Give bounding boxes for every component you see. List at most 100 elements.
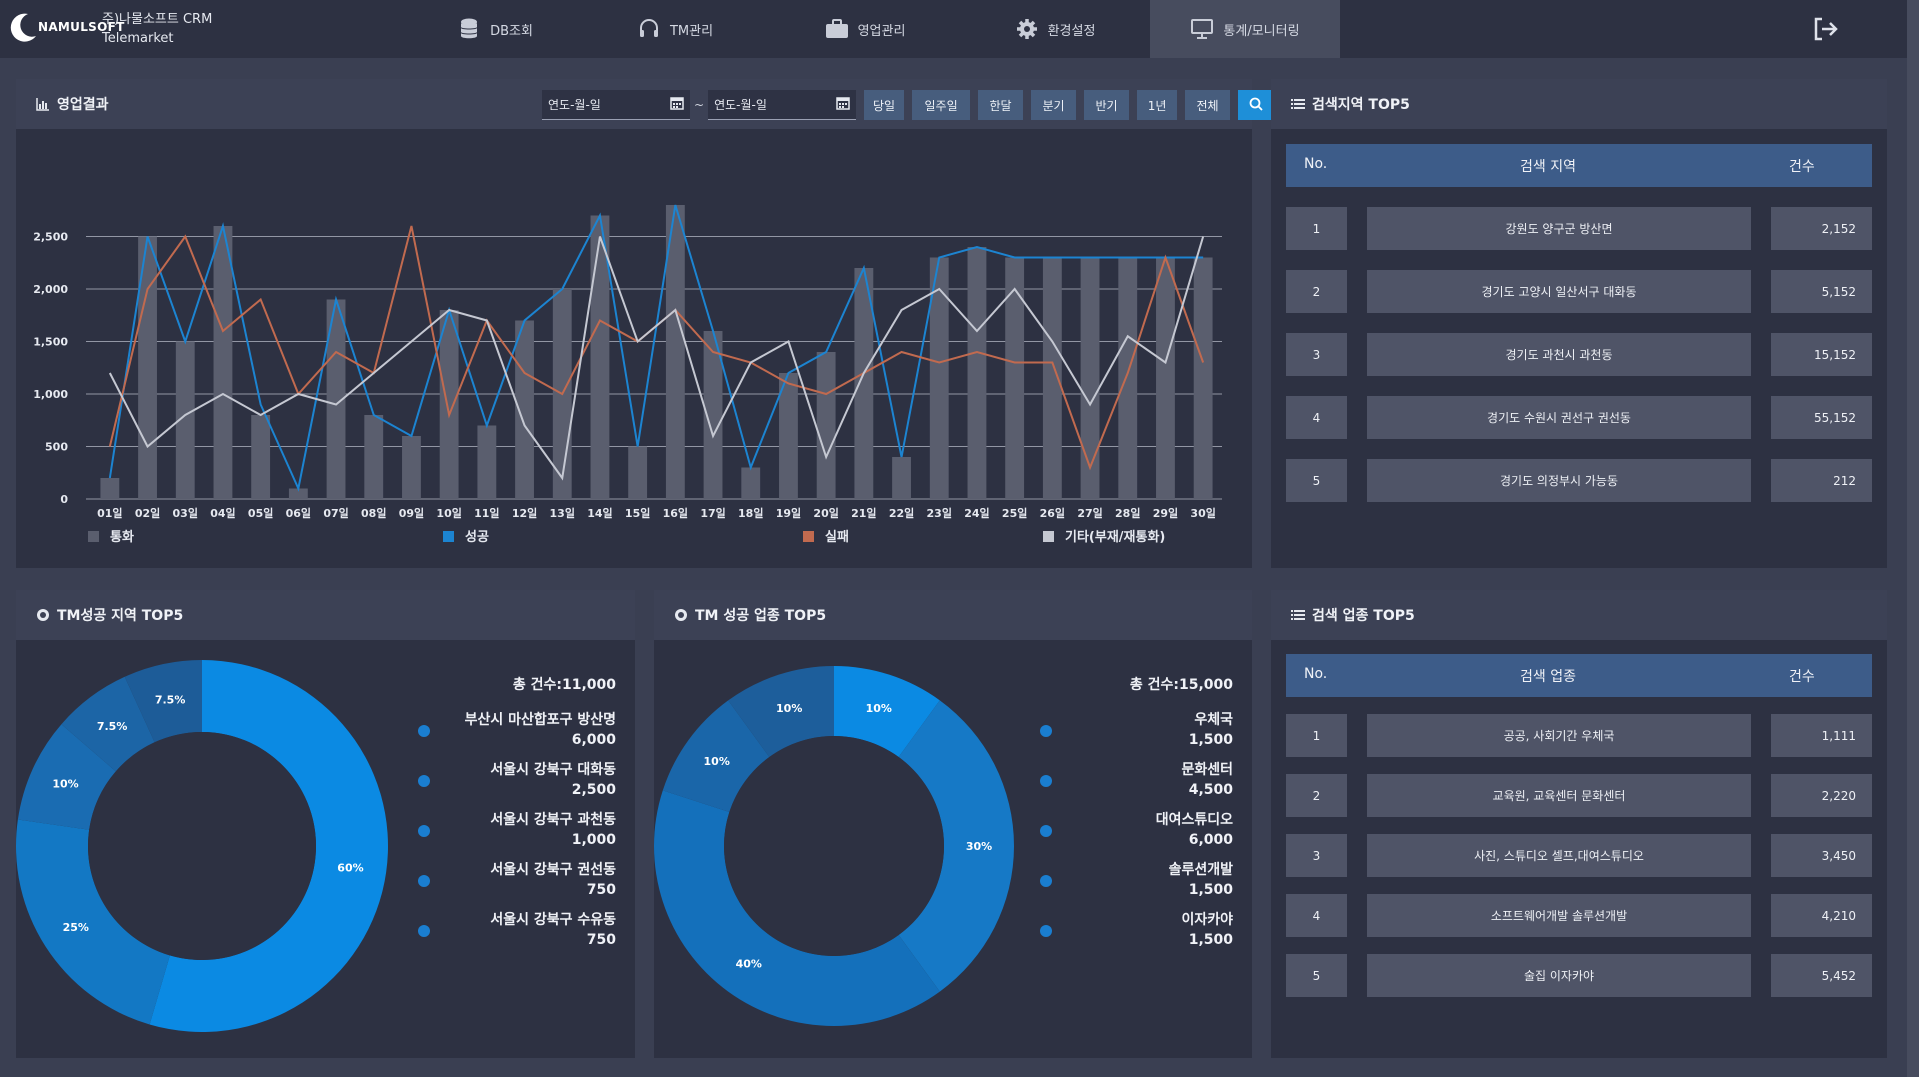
slice-label: 10%	[704, 755, 730, 768]
x-tick-label: 04일	[210, 506, 235, 520]
x-tick-label: 10일	[436, 506, 461, 520]
period-month-button[interactable]: 한달	[978, 90, 1024, 120]
bar-mark	[628, 446, 648, 499]
bar-mark	[590, 215, 610, 499]
x-tick-label: 03일	[173, 506, 198, 520]
date-to-field[interactable]: 연도-월-일	[708, 90, 857, 120]
donut-slice	[654, 790, 940, 1026]
period-half-button[interactable]: 반기	[1084, 90, 1130, 120]
main-nav: DB조회 TM관리 영업관리 환경설정 통계/모니터링	[410, 0, 1340, 58]
legend-item: 부산시 마산합포구 방산명 6,000	[465, 710, 616, 750]
bar-chart-icon	[36, 97, 50, 111]
company-logo[interactable]: NAMULSOFT	[6, 10, 125, 44]
bar-mark	[1005, 257, 1025, 499]
row-name[interactable]: 공공, 사회기간 우체국	[1367, 714, 1751, 757]
y-tick-label: 1,500	[33, 336, 68, 349]
legend-dot	[1040, 825, 1052, 837]
tm-success-industry-panel: TM 성공 업종 TOP5 10% 30% 40% 10% 10% 총 건수:15,00…	[654, 590, 1252, 1058]
row-number: 1	[1286, 207, 1347, 250]
col-industry: 검색 업종	[1520, 669, 1576, 685]
row-count: 1,111	[1771, 714, 1872, 757]
logout-icon[interactable]	[1811, 14, 1841, 44]
legend-value: 1,500	[1188, 882, 1233, 898]
donut-slice	[898, 700, 1014, 992]
col-count: 건수	[1789, 159, 1815, 175]
period-today-button[interactable]: 당일	[864, 90, 905, 120]
date-from-field[interactable]: 연도-월-일	[542, 90, 690, 120]
legend-name: 부산시 마산합포구 방산명	[464, 712, 616, 728]
nav-item-db[interactable]: DB조회	[410, 0, 580, 58]
row-count: 15,152	[1771, 333, 1872, 376]
x-tick-label: 19일	[776, 506, 801, 520]
x-tick-label: 18일	[738, 506, 763, 520]
y-tick-label: 2,500	[33, 231, 68, 244]
slice-label: 40%	[736, 957, 762, 970]
region-table-header: No. 검색 지역 건수	[1286, 144, 1872, 187]
row-number: 1	[1286, 714, 1347, 757]
legend-item: 대여스튜디오 6,000	[1156, 810, 1233, 850]
x-tick-label: 02일	[135, 506, 160, 520]
bar-mark	[251, 415, 271, 499]
donut-hole	[724, 736, 944, 956]
date-from-placeholder: 연도-월-일	[548, 98, 601, 112]
calendar-icon[interactable]	[836, 96, 850, 113]
legend-name: 서울시 강북구 과천동	[490, 812, 616, 828]
bar-mark	[477, 425, 497, 499]
donut-slice	[149, 660, 388, 1032]
x-tick-label: 17일	[700, 506, 725, 520]
legend-name: 이자카야	[1181, 912, 1233, 928]
legend-name: 솔루션개발	[1168, 862, 1233, 878]
row-name[interactable]: 경기도 수원시 권선구 권선동	[1367, 396, 1751, 439]
bar-mark	[1193, 257, 1213, 499]
x-tick-label: 07일	[323, 506, 348, 520]
donut-slice	[728, 666, 834, 758]
nav-item-tm[interactable]: TM관리	[580, 0, 770, 58]
slice-label: 30%	[966, 840, 992, 853]
row-name[interactable]: 소프트웨어개발 솔루션개발	[1367, 894, 1751, 937]
calendar-icon[interactable]	[670, 96, 684, 113]
nav-item-settings[interactable]: 환경설정	[960, 0, 1150, 58]
row-name[interactable]: 사진, 스튜디오 셀프,대여스튜디오	[1367, 834, 1751, 877]
list-icon	[1291, 608, 1305, 622]
row-count: 2,220	[1771, 774, 1872, 817]
nav-item-stats[interactable]: 통계/모니터링	[1150, 0, 1340, 58]
legend-swatch	[1043, 531, 1054, 542]
donut-hole	[88, 732, 316, 960]
legend-item: 솔루션개발 1,500	[1169, 860, 1233, 900]
period-year-button[interactable]: 1년	[1137, 90, 1178, 120]
nav-label-tm: TM관리	[669, 23, 714, 39]
bar-mark	[703, 331, 723, 499]
legend-swatch	[803, 531, 814, 542]
row-number: 4	[1286, 894, 1347, 937]
period-all-button[interactable]: 전체	[1185, 90, 1231, 120]
search-button[interactable]	[1238, 90, 1275, 120]
row-number: 2	[1286, 774, 1347, 817]
row-name[interactable]: 경기도 과천시 과천동	[1367, 333, 1751, 376]
briefcase-icon	[825, 17, 849, 41]
col-count: 건수	[1789, 669, 1815, 685]
y-tick-label: 2,000	[33, 283, 68, 296]
circle-check-icon	[36, 608, 50, 622]
bar-mark	[1156, 257, 1175, 499]
legend-name: 대여스튜디오	[1155, 812, 1233, 828]
nav-item-sales[interactable]: 영업관리	[770, 0, 960, 58]
sales-panel-title: 영업결과	[57, 97, 109, 113]
row-name[interactable]: 경기도 고양시 일산서구 대화동	[1367, 270, 1751, 313]
period-week-button[interactable]: 일주일	[912, 90, 971, 120]
headset-icon	[637, 17, 661, 41]
slice-label: 10%	[866, 702, 892, 715]
y-tick-label: 1,000	[33, 388, 68, 401]
monitor-icon	[1190, 17, 1214, 41]
vertical-scrollbar[interactable]	[1907, 0, 1919, 1077]
brand-line2: Telemarket	[102, 31, 174, 46]
period-quarter-button[interactable]: 분기	[1031, 90, 1077, 120]
row-name[interactable]: 교육원, 교육센터 문화센터	[1367, 774, 1751, 817]
legend-value: 4,500	[1188, 782, 1233, 798]
legend-dot	[418, 925, 430, 937]
donut-slice	[16, 819, 170, 1025]
row-name[interactable]: 술집 이자카야	[1367, 954, 1751, 997]
region-panel-header: 검색지역 TOP5	[1271, 79, 1887, 129]
row-name[interactable]: 강원도 양구군 방산면	[1367, 207, 1751, 250]
bar-mark	[1118, 257, 1138, 499]
row-name[interactable]: 경기도 의정부시 가능동	[1367, 459, 1751, 502]
